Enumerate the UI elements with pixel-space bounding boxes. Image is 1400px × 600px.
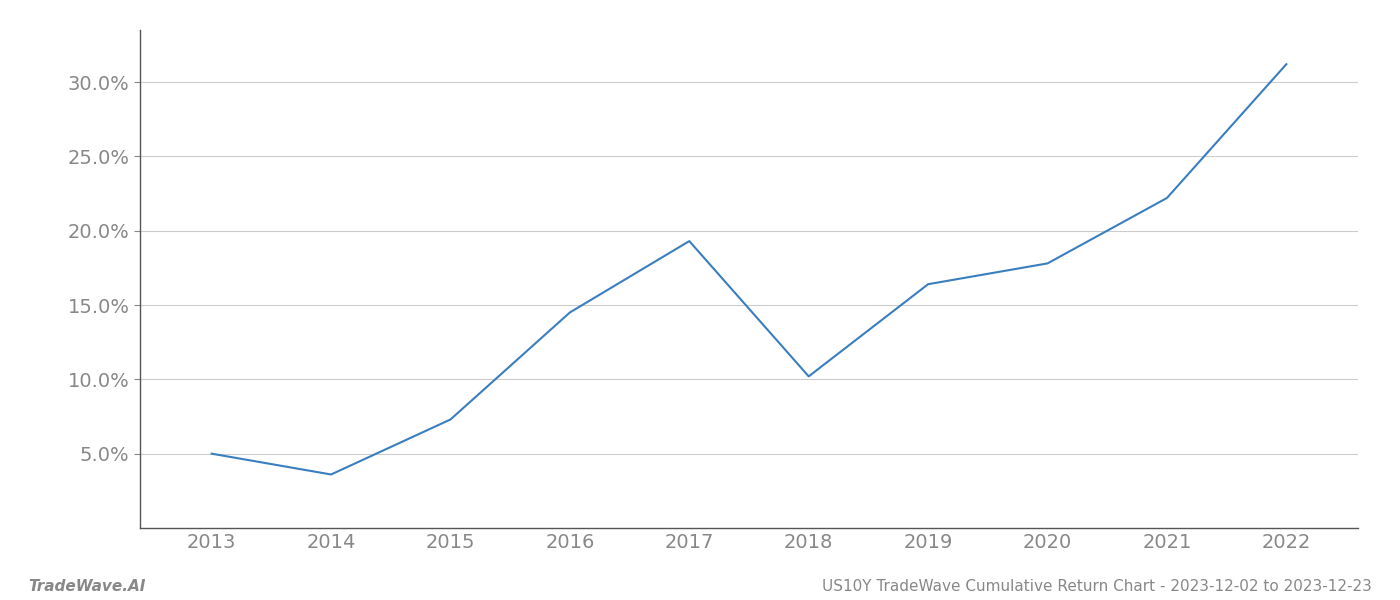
Text: US10Y TradeWave Cumulative Return Chart - 2023-12-02 to 2023-12-23: US10Y TradeWave Cumulative Return Chart … — [822, 579, 1372, 594]
Text: TradeWave.AI: TradeWave.AI — [28, 579, 146, 594]
